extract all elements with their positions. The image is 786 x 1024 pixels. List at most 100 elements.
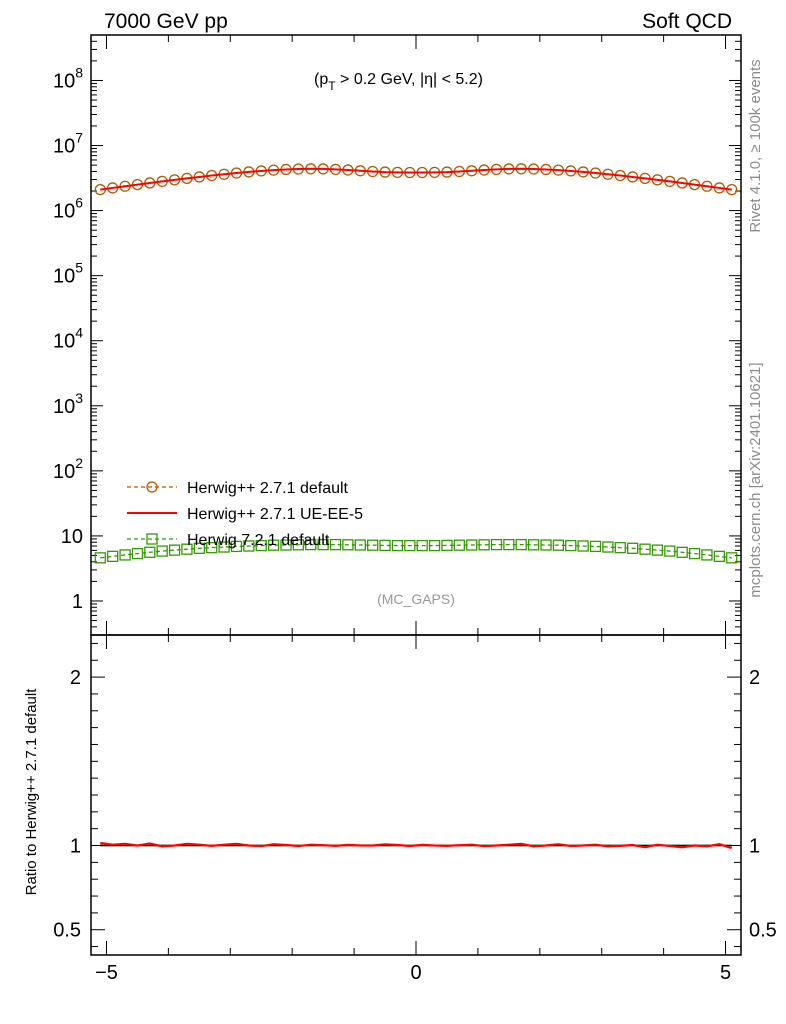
cut-annotation-suffix: > 0.2 GeV, |η| < 5.2)	[336, 71, 483, 88]
series-herwig7-default-point	[552, 539, 565, 551]
series-herwig7-default-point	[726, 552, 738, 564]
series-herwig7-default-point	[490, 538, 503, 551]
legend-marker-circle	[146, 481, 158, 493]
main-y-tick-label-exponent: 5	[75, 260, 83, 276]
series-herwig7-default-point	[466, 539, 478, 551]
header-left-title: 7000 GeV pp	[104, 10, 228, 33]
series-herwig7-default-point	[107, 550, 119, 563]
series-herwig7-default-point	[354, 539, 366, 551]
series-herwig7-default-point	[292, 539, 305, 551]
main-y-tick-label-base: 10	[53, 70, 75, 92]
series-herwig7-default-point	[515, 538, 527, 551]
series-herwig7-default-point	[428, 539, 441, 552]
main-y-tick-label: 106	[53, 195, 83, 223]
ratio-y-tick-label-right: 1	[749, 836, 760, 858]
series-herwig7-default-point	[193, 542, 205, 554]
ratio-y-tick-label: 0.5	[53, 920, 81, 942]
series-herwig7-default-point	[379, 539, 391, 552]
series-herwig7-default-point	[206, 542, 218, 554]
series-herwig7-default-point	[676, 546, 688, 558]
series-herwig7-default-point	[342, 539, 354, 551]
legend-marker-square	[146, 533, 158, 545]
series-herwig7-default-point	[230, 540, 243, 553]
series-herwig7-default-point	[688, 547, 701, 560]
series-herwig7-default-point	[565, 539, 577, 552]
series-herwig7-default-point	[168, 544, 181, 556]
main-y-tick-label-exponent: 2	[75, 455, 83, 471]
series-herwig7-default-point	[267, 539, 280, 551]
series-herwig7-default-point	[441, 539, 453, 552]
main-y-tick-label-base: 10	[53, 461, 75, 483]
main-y-tick-label: 102	[53, 455, 83, 483]
main-y-tick-label-base: 10	[53, 136, 75, 158]
series-herwig7-default-point	[317, 538, 329, 551]
cut-annotation: (pT > 0.2 GeV, |η| < 5.2)	[314, 71, 483, 93]
header-right-title: Soft QCD	[642, 10, 732, 33]
series-herwig7-default-point	[367, 539, 379, 551]
series-herwig7-default-point	[156, 545, 168, 557]
main-y-tick-label: 1	[72, 591, 83, 613]
ratio-x-tick-label: 0	[410, 962, 421, 984]
main-y-tick-label: 10	[61, 526, 83, 548]
series-herwig7-default-point	[243, 540, 255, 552]
rivet-label: Rivet 4.1.0, ≥ 100k events	[747, 59, 764, 232]
series-herwig7-default-point	[119, 549, 131, 561]
series-herwig7-default-point	[577, 540, 589, 552]
series-herwig7-default-point	[478, 539, 490, 551]
ratio-herwigpp-ue-ee-5-line	[100, 841, 733, 850]
series-herwig7-default-point	[639, 543, 651, 555]
series-herwig7-default-point	[627, 542, 639, 554]
series-herwig7-default-point	[589, 540, 602, 553]
series-herwig7-default-point	[218, 541, 230, 553]
series-herwig7-default-point	[131, 547, 144, 560]
main-y-tick-label-base: 10	[53, 201, 75, 223]
main-y-tick-label: 107	[53, 130, 83, 158]
series-herwig7-default-point	[416, 539, 428, 552]
series-herwig7-default-point	[453, 539, 465, 551]
main-y-tick-label-exponent: 6	[75, 195, 83, 211]
series-herwig7-default-point	[503, 538, 515, 551]
series-herwig7-default-point	[651, 544, 664, 556]
series-herwig7-default-point	[664, 545, 676, 557]
main-y-tick-label-exponent: 8	[75, 64, 83, 80]
series-herwig7-default-point	[144, 546, 156, 558]
series-herwig7-default-point	[602, 541, 614, 553]
cut-annotation-subscript: T	[328, 79, 336, 93]
series-herwig7-default-point	[255, 539, 267, 552]
main-y-tick-label-exponent: 7	[75, 130, 83, 146]
main-y-tick-label-base: 10	[53, 331, 75, 353]
series-herwigpp-ue-ee-5-line	[100, 167, 732, 191]
ratio-y-tick-label: 1	[70, 836, 81, 858]
ratio-x-tick-label: −5	[95, 962, 118, 984]
series-herwig7-default-point	[701, 549, 713, 561]
ratio-ylabel: Ratio to Herwig++ 2.7.1 default	[23, 688, 40, 896]
main-y-tick-label-exponent: 3	[75, 390, 83, 406]
main-y-tick-label-base: 10	[53, 396, 75, 418]
series-herwig7-default-point	[94, 552, 106, 564]
ratio-y-tick-label-right: 2	[749, 667, 760, 689]
main-y-tick-label-exponent: 4	[75, 325, 83, 341]
series-herwig7-default-point	[280, 539, 292, 551]
legend-label: Herwig++ 2.7.1 default	[187, 480, 349, 497]
series-herwig7-default-line	[100, 543, 732, 559]
ratio-y-tick-label: 2	[70, 667, 81, 689]
main-y-tick-label: 104	[53, 325, 83, 353]
main-y-tick-label-base: 10	[53, 266, 75, 288]
series-herwig7-default-point	[329, 538, 342, 551]
series-herwig7-default-point	[713, 550, 725, 563]
series-herwig7-default-point	[527, 539, 540, 551]
series-herwig7-default-point	[305, 538, 317, 551]
main-y-tick-label: 108	[53, 64, 83, 92]
main-y-tick-label: 105	[53, 260, 83, 288]
analysis-watermark: (MC_GAPS)	[377, 591, 455, 607]
series-herwig7-default-point	[540, 539, 552, 551]
ratio-x-tick-label: 5	[720, 962, 731, 984]
series-herwig7-default-point	[391, 539, 404, 552]
mcplots-label: mcplots.cern.ch [arXiv:2401.10621]	[747, 362, 764, 597]
series-herwig7-default-point	[404, 539, 416, 552]
legend-label: Herwig 7.2.1 default	[187, 532, 330, 549]
cut-annotation-prefix: (p	[314, 71, 328, 88]
main-y-tick-label: 103	[53, 390, 83, 418]
ratio-plot-frame	[90, 634, 742, 956]
series-herwig7-default-point	[614, 542, 626, 554]
